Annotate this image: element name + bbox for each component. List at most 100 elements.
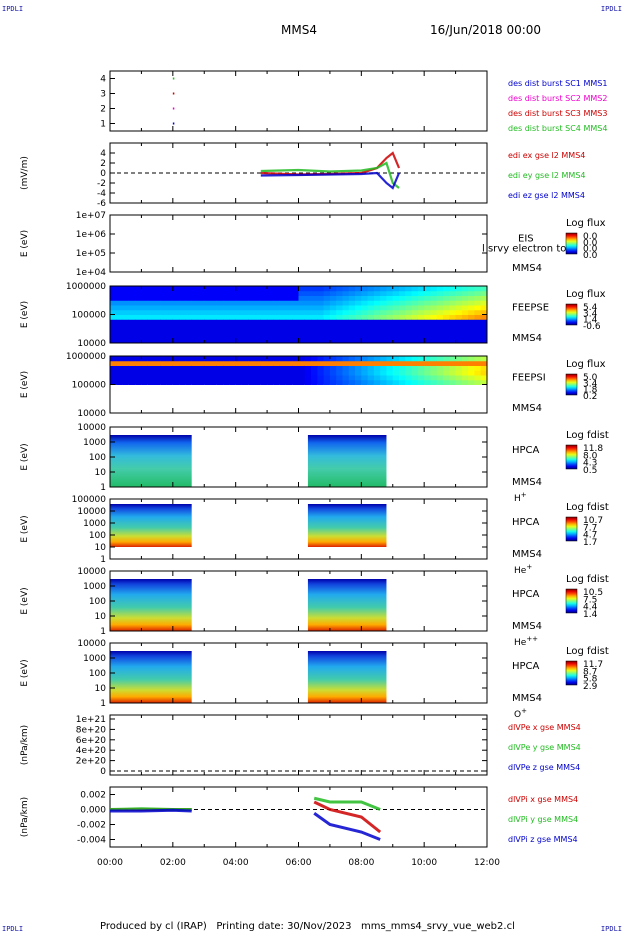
spectrogram-cell — [204, 389, 212, 395]
spectrogram-cell — [311, 389, 318, 395]
tick-label: -0.002 — [77, 821, 106, 831]
spectrogram-cell — [386, 384, 394, 390]
spectrogram-cell — [424, 356, 431, 362]
spectrogram-cell — [147, 375, 155, 381]
spectrogram-cell — [191, 328, 199, 334]
spectrogram-cell — [116, 384, 124, 390]
spectrogram-cell — [248, 356, 256, 362]
spectrogram-cell — [141, 305, 149, 311]
spectrogram-cell — [304, 295, 312, 301]
spectrogram-cell — [197, 338, 205, 344]
spectrogram-cell — [449, 370, 457, 376]
spectrogram-cell — [367, 300, 375, 306]
tick-label: 100 — [89, 531, 106, 541]
spectrogram-cell — [179, 324, 186, 330]
tick-label: 10000 — [77, 339, 106, 349]
spectrogram-cell — [480, 379, 488, 385]
spectrogram-cell — [461, 286, 469, 292]
spectrogram-cell — [204, 375, 212, 381]
spectrogram-cell — [311, 295, 318, 301]
spectrogram-cell — [292, 356, 299, 362]
spectrogram-cell — [392, 403, 400, 409]
spectrogram-cell — [197, 370, 205, 376]
tick-label: 100 — [89, 669, 106, 679]
colorbar-tick: 1.8 — [583, 386, 598, 396]
tick-label: 0 — [100, 767, 106, 777]
spectrogram-cell — [329, 360, 337, 366]
spectrogram-cell — [348, 305, 356, 311]
spectrogram-cell — [241, 356, 249, 362]
spectrogram-cell — [411, 328, 419, 334]
spectrogram-cell — [185, 295, 193, 301]
spectrogram-cell — [216, 324, 224, 330]
spectrogram-cell — [204, 295, 212, 301]
spectrogram-cell — [355, 314, 362, 320]
spectrogram-cell — [373, 295, 381, 301]
spectrogram-cell — [480, 356, 488, 362]
spectrogram-cell — [405, 389, 413, 395]
spectrogram-cell — [273, 290, 281, 296]
spectrogram-cell — [455, 305, 463, 311]
spectrogram-cell — [317, 286, 325, 292]
spectrogram-cell — [235, 403, 243, 409]
spectrogram-cell — [392, 360, 400, 366]
spectrogram-cell — [216, 309, 224, 315]
spectrogram-cell — [474, 360, 482, 366]
spectrogram-cell — [223, 333, 230, 339]
spectrogram-cell — [399, 286, 406, 292]
spectrogram-cell — [248, 295, 256, 301]
spectrogram-cell — [267, 324, 274, 330]
spectrogram-cell — [386, 295, 394, 301]
spectrogram-cell — [147, 309, 155, 315]
spectrogram-cell — [480, 324, 488, 330]
spectrogram-cell — [461, 360, 469, 366]
spectrogram-cell — [443, 290, 450, 296]
spectrogram-cell — [399, 305, 406, 311]
spectrogram-cell — [298, 314, 306, 320]
spectrogram-cell — [348, 286, 356, 292]
legend-entry: des dist burst SC2 MMS2 — [508, 94, 607, 103]
spectrogram-cell — [430, 408, 438, 414]
spectrogram-cell — [392, 328, 400, 334]
tick-label: 1e+05 — [76, 249, 106, 259]
spectrogram-cell — [223, 305, 230, 311]
spectrogram-cell — [361, 286, 369, 292]
spectrogram-cell — [311, 394, 318, 400]
spectrogram-cell — [191, 403, 199, 409]
spectrogram-cell — [355, 305, 362, 311]
spectrogram-cell — [461, 290, 469, 296]
spectrogram-cell — [392, 389, 400, 395]
spectrogram-cell — [241, 295, 249, 301]
spectrogram-cell — [241, 384, 249, 390]
spectrogram-cell — [449, 328, 457, 334]
series-line — [110, 808, 381, 841]
spectrogram-cell — [373, 403, 381, 409]
spectrogram-cell — [468, 328, 475, 334]
spectrogram-cell — [461, 379, 469, 385]
spectrogram-cell — [317, 379, 325, 385]
spectrogram-cell — [443, 398, 450, 404]
spectrogram-cell — [317, 370, 325, 376]
spectrogram-cell — [229, 286, 237, 292]
spectrogram-cell — [267, 314, 274, 320]
spectrogram-cell — [399, 384, 406, 390]
spectrogram-cell — [386, 333, 394, 339]
spectrogram-cell — [449, 389, 457, 395]
tick-label: 4 — [100, 149, 106, 159]
tick-label: 100000 — [72, 311, 107, 321]
spectrogram-cell — [348, 370, 356, 376]
spectrogram-cell — [179, 309, 186, 315]
spectrogram-cell — [292, 319, 299, 325]
spectrogram-cell — [468, 408, 475, 414]
spectrogram-cell — [216, 338, 224, 344]
spectrogram-cell — [197, 356, 205, 362]
spectrogram-cell — [235, 338, 243, 344]
spectrogram-cell — [405, 375, 413, 381]
spectrogram-cell — [147, 403, 155, 409]
spectrogram-cell — [380, 356, 387, 362]
spectrogram-cell — [191, 360, 199, 366]
spectrogram-cell — [411, 394, 419, 400]
spectrogram-cell — [235, 319, 243, 325]
spectrogram-cell — [135, 384, 142, 390]
spectrogram-cell — [241, 370, 249, 376]
